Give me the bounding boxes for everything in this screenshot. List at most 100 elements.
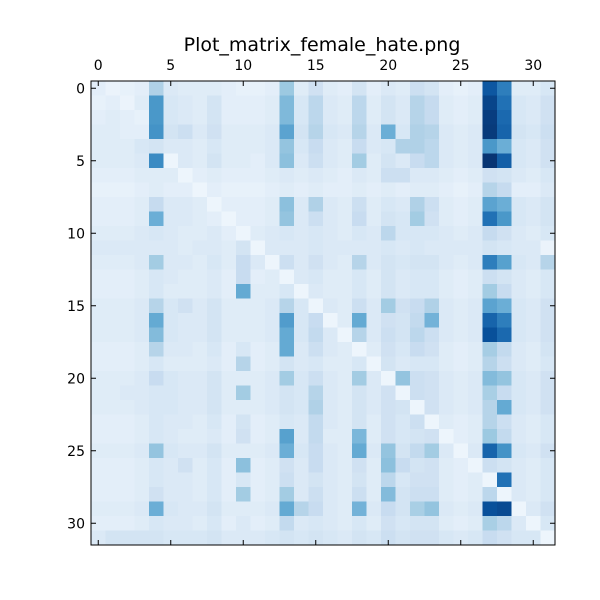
heatmap-cell: [192, 414, 208, 430]
heatmap-cell: [149, 269, 164, 285]
heatmap-cell: [192, 385, 208, 401]
heatmap-cell: [279, 371, 295, 386]
heatmap-cell: [308, 124, 324, 140]
heatmap-cell: [279, 168, 295, 183]
heatmap-cell: [91, 139, 106, 154]
heatmap-cell: [120, 124, 135, 140]
heatmap-cell: [497, 327, 512, 343]
heatmap-cell: [526, 95, 541, 111]
heatmap-cell: [207, 327, 222, 343]
heatmap-cell: [178, 81, 193, 96]
heatmap-cell: [279, 327, 295, 343]
heatmap-cell: [395, 472, 411, 488]
heatmap-cell: [221, 284, 237, 299]
heatmap-cell: [352, 458, 367, 473]
heatmap-cell: [337, 472, 353, 488]
heatmap-cell: [337, 458, 353, 473]
heatmap-cell: [91, 385, 106, 401]
heatmap-cell: [337, 168, 353, 183]
heatmap-cell: [120, 298, 135, 314]
heatmap-cell: [410, 139, 425, 154]
heatmap-cell: [323, 472, 338, 488]
heatmap-cell: [192, 530, 208, 546]
heatmap-cell: [337, 95, 353, 111]
heatmap-cell: [497, 110, 512, 125]
heatmap-cell: [497, 443, 512, 459]
heatmap-cell: [323, 110, 338, 125]
heatmap-cell: [149, 139, 164, 154]
heatmap-cell: [178, 255, 193, 270]
heatmap-cell: [178, 153, 193, 169]
heatmap-cell: [134, 443, 150, 459]
heatmap-cell: [395, 487, 411, 502]
heatmap-cell: [279, 298, 295, 314]
heatmap-cell: [163, 124, 179, 140]
heatmap-cell: [540, 124, 556, 140]
heatmap-cell: [439, 414, 454, 430]
heatmap-cell: [540, 443, 556, 459]
heatmap-cell: [424, 313, 440, 328]
heatmap-cell: [236, 414, 251, 430]
heatmap-cell: [453, 356, 469, 372]
heatmap-cell: [250, 327, 266, 343]
heatmap-cell: [337, 139, 353, 154]
heatmap-cell: [265, 124, 280, 140]
heatmap-cell: [236, 400, 251, 415]
heatmap-cell: [381, 168, 396, 183]
heatmap-cell: [163, 240, 179, 256]
heatmap-cell: [395, 501, 411, 517]
heatmap-cell: [395, 313, 411, 328]
heatmap-cell: [207, 443, 222, 459]
heatmap-cell: [207, 226, 222, 241]
heatmap-cell: [468, 153, 483, 169]
heatmap-cell: [178, 414, 193, 430]
heatmap-cell: [279, 182, 295, 198]
heatmap-cell: [279, 414, 295, 430]
heatmap-cell: [163, 429, 179, 444]
heatmap-cell: [497, 400, 512, 415]
heatmap-cell: [410, 124, 425, 140]
heatmap-cell: [337, 487, 353, 502]
heatmap-cell: [265, 356, 280, 372]
heatmap-cell: [526, 487, 541, 502]
heatmap-cell: [250, 487, 266, 502]
heatmap-cell: [279, 487, 295, 502]
heatmap-cell: [294, 81, 309, 96]
heatmap-cell: [134, 211, 150, 227]
heatmap-cell: [482, 443, 498, 459]
heatmap-cell: [163, 356, 179, 372]
heatmap-cell: [149, 255, 164, 270]
heatmap-cell: [482, 371, 498, 386]
heatmap-cell: [352, 211, 367, 227]
heatmap-cell: [366, 443, 382, 459]
heatmap-cell: [337, 298, 353, 314]
heatmap-cell: [91, 298, 106, 314]
heatmap-cell: [352, 429, 367, 444]
heatmap-cell: [410, 226, 425, 241]
heatmap-cell: [163, 472, 179, 488]
heatmap-cell: [308, 269, 324, 285]
heatmap-cell: [134, 458, 150, 473]
heatmap-cell: [91, 240, 106, 256]
heatmap-cell: [192, 168, 208, 183]
heatmap-cell: [134, 530, 150, 546]
heatmap-cell: [294, 298, 309, 314]
heatmap-cell: [381, 385, 396, 401]
heatmap-cell: [149, 443, 164, 459]
heatmap-cell: [279, 400, 295, 415]
heatmap-cell: [424, 153, 440, 169]
heatmap-cell: [497, 153, 512, 169]
heatmap-cell: [381, 429, 396, 444]
heatmap-cell: [149, 487, 164, 502]
heatmap-cell: [540, 429, 556, 444]
heatmap-cell: [323, 342, 338, 357]
heatmap-cell: [134, 240, 150, 256]
heatmap-cell: [236, 124, 251, 140]
heatmap-cell: [468, 182, 483, 198]
heatmap-cell: [410, 501, 425, 517]
heatmap-cell: [105, 429, 121, 444]
heatmap-cell: [468, 516, 483, 531]
heatmap-cell: [207, 110, 222, 125]
heatmap-cell: [424, 530, 440, 546]
heatmap-cell: [439, 356, 454, 372]
